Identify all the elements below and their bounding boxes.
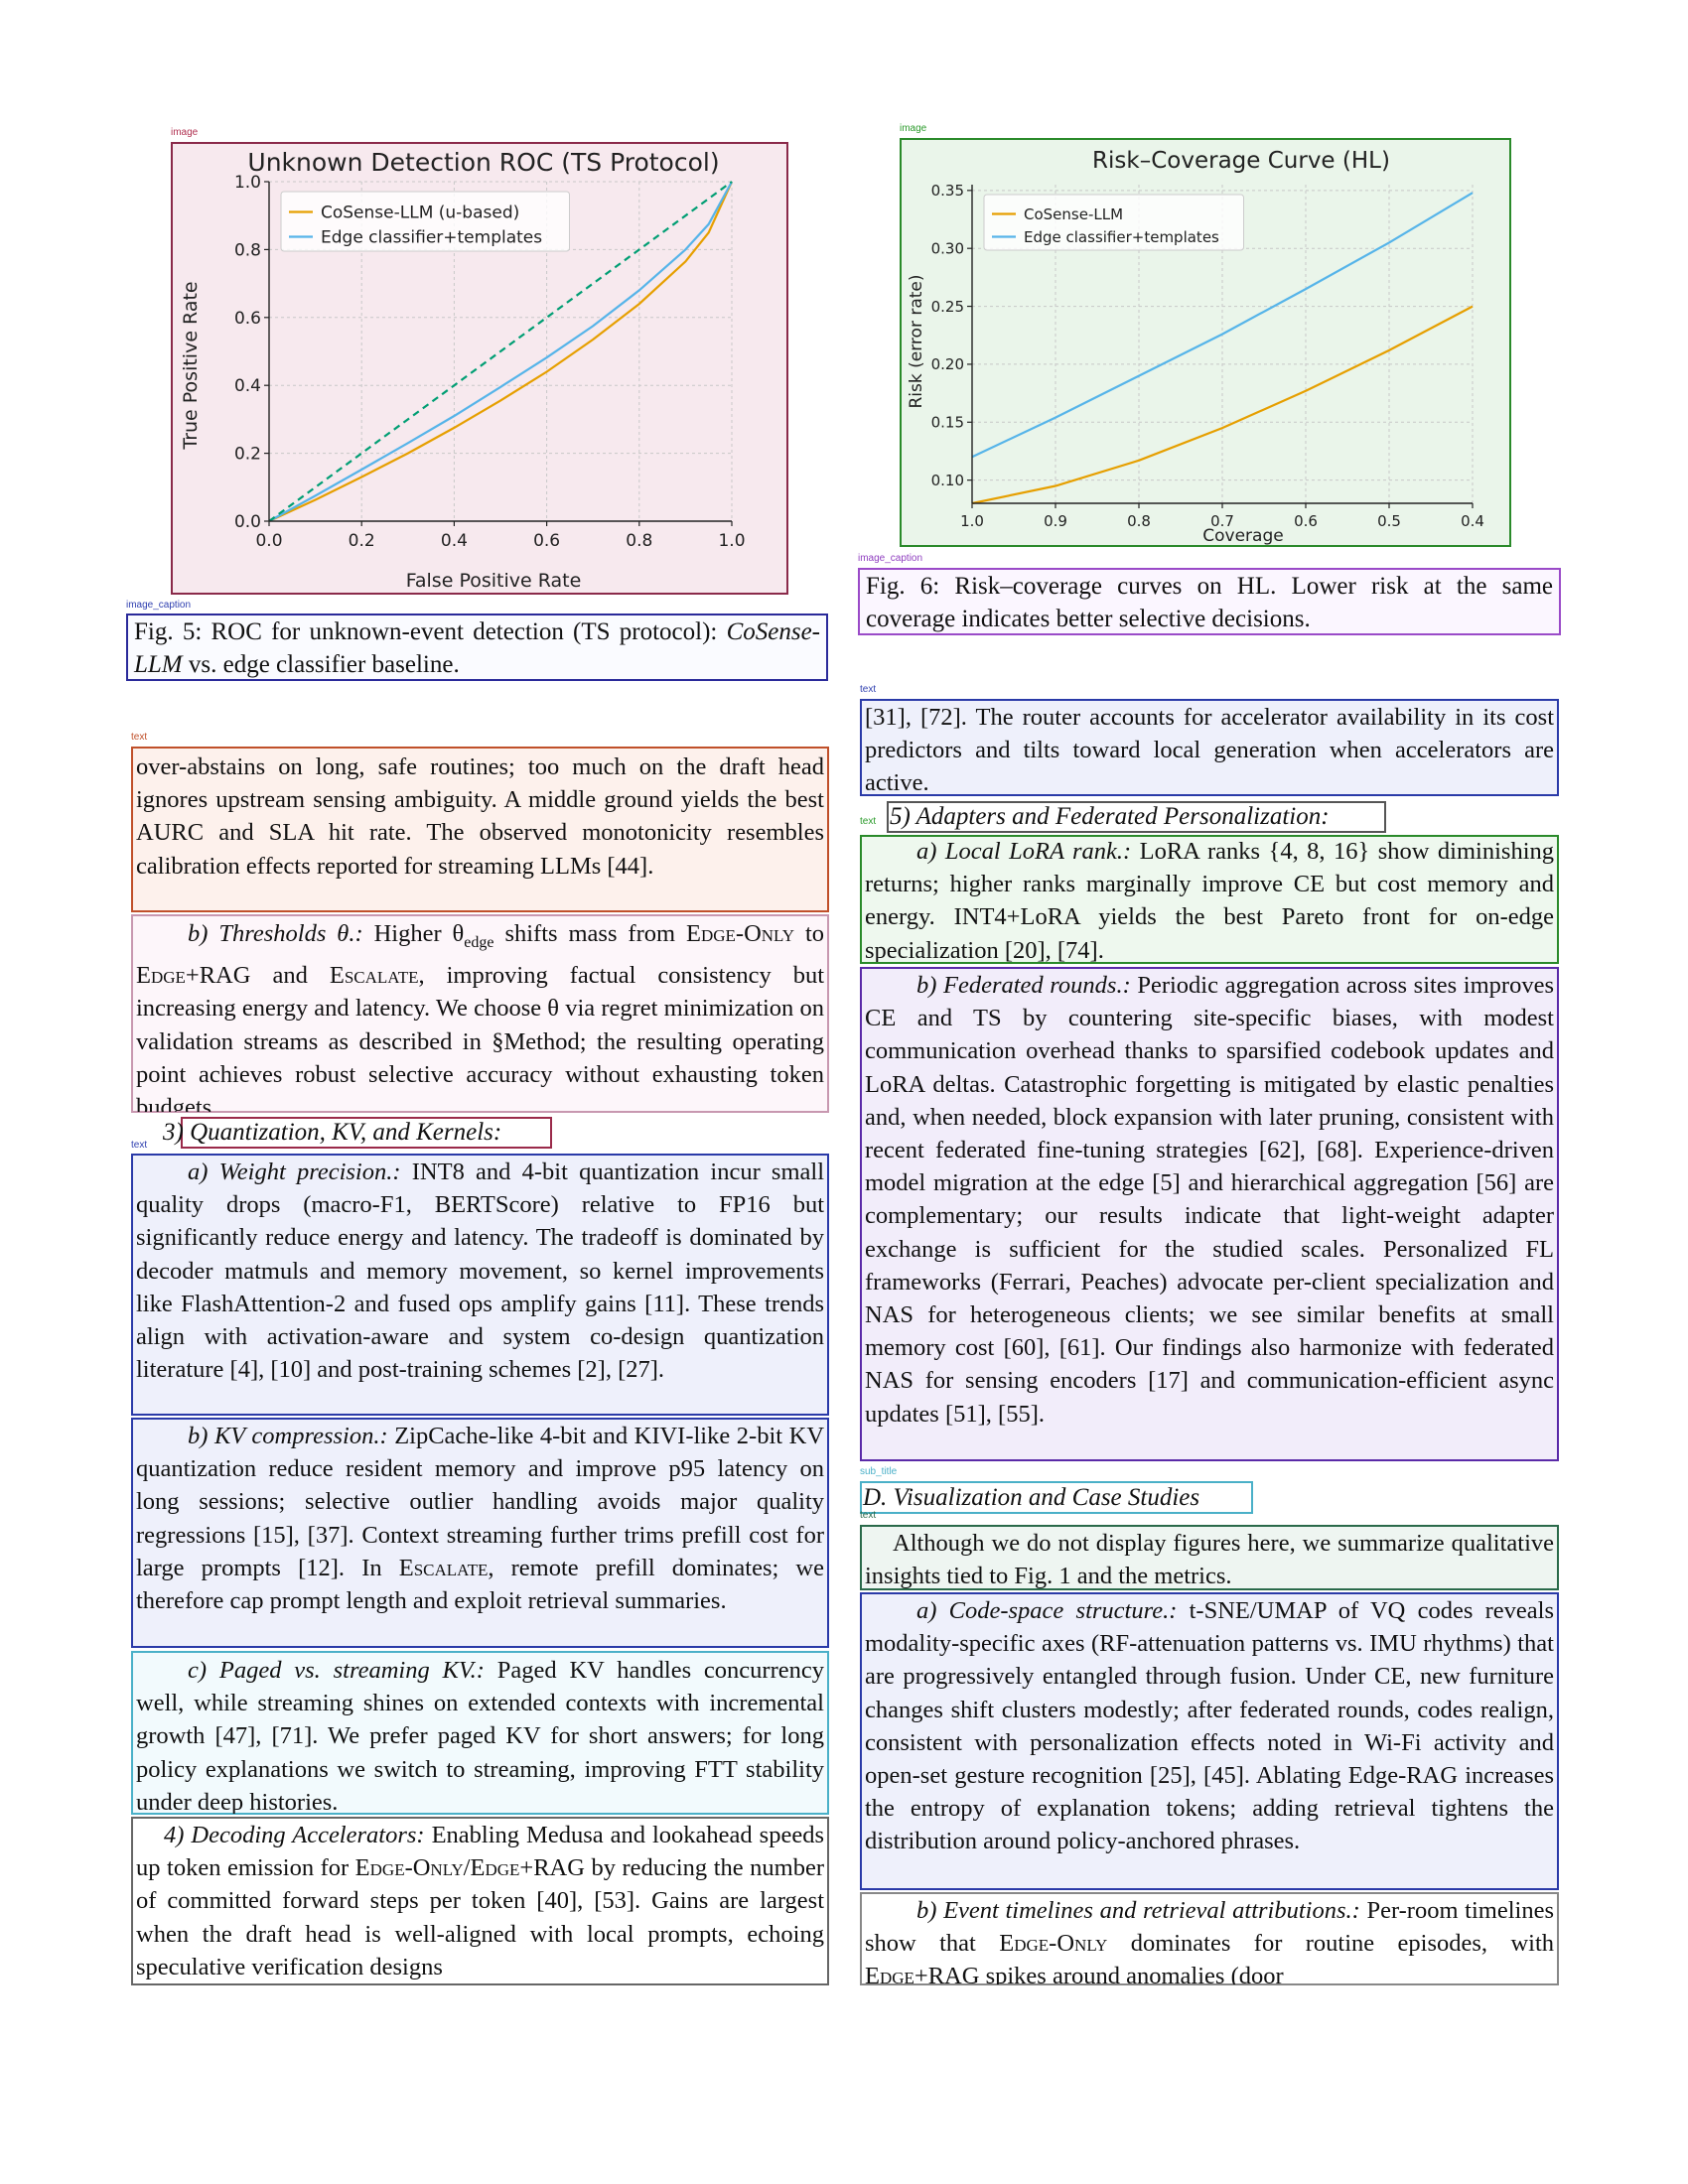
text-region: [860, 967, 1559, 1461]
paragraph-event-timelines: b) Event timelines and retrieval attribu…: [865, 1897, 1555, 1984]
y-tick-label: 0.0: [234, 512, 261, 532]
x-tick-label: 0.9: [1044, 512, 1067, 530]
legend-box: [280, 191, 570, 252]
paragraph-paged-streaming: c) Paged vs. streaming KV.: Paged KV han…: [136, 1657, 824, 1814]
paragraph-monotonicity: over-abstains on long, safe routines; to…: [136, 753, 824, 880]
y-tick-label: 0.30: [931, 239, 964, 257]
paragraph-qualitative-summary: Although we do not display figures here,…: [865, 1530, 1554, 1590]
text-region: [860, 1892, 1559, 1985]
text-region: [131, 1154, 829, 1416]
x-tick-label: 0.4: [1461, 512, 1484, 530]
y-tick-label: 0.35: [931, 182, 964, 200]
figure-6-caption-text: Fig. 6: Risk–coverage curves on HL. Lowe…: [866, 573, 1553, 632]
series-line: [971, 305, 1474, 505]
roc-title: Unknown Detection ROC (TS Protocol): [247, 148, 719, 177]
series-line: [971, 192, 1474, 459]
legend-label: Edge classifier+templates: [321, 227, 542, 247]
x-tick-label: 0.2: [349, 531, 375, 551]
region-tag-image: image: [900, 123, 927, 134]
x-tick-label: 0.0: [255, 531, 282, 551]
subtitle-visualization: D. Visualization and Case Studies: [863, 1484, 1200, 1511]
region-tag-text: text: [860, 684, 877, 695]
roc-chart: Unknown Detection ROC (TS Protocol) 0.0 0…: [180, 148, 746, 592]
text-region: [131, 1418, 829, 1648]
subtitle-region: [860, 1481, 1253, 1514]
heading-region: [887, 801, 1386, 833]
figure-6-caption: [858, 568, 1561, 635]
x-tick-label: 0.7: [1210, 512, 1234, 530]
y-tick-label: 0.10: [931, 472, 964, 489]
x-tick-label: 0.6: [533, 531, 560, 551]
y-tick-label: 0.8: [234, 240, 261, 260]
paragraph-thresholds: b) Thresholds θ.: Higher θedge shifts ma…: [136, 920, 825, 1112]
region-tag-text: text: [131, 732, 148, 743]
paragraph-federated-rounds: b) Federated rounds.: Periodic aggregati…: [865, 972, 1554, 1428]
paragraph-code-space-structure: a) Code-space structure.: t-SNE/UMAP of …: [865, 1597, 1554, 1855]
paragraph-local-lora-rank: a) Local LoRA rank.: LoRA ranks {4, 8, 1…: [865, 838, 1554, 962]
heading-quantization-kv-kernels: 3) Quantization, KV, and Kernels:: [163, 1119, 502, 1146]
legend-label: CoSense-LLM: [1024, 205, 1123, 223]
risk-coverage-ylabel: Risk (error rate): [907, 275, 926, 409]
region-tag-text: text: [860, 1510, 877, 1521]
text-region: [860, 1592, 1559, 1890]
text-region: [860, 1525, 1559, 1590]
region-tag-text: text: [860, 816, 877, 827]
heading-adapters-federated: 5) Adapters and Federated Personalizatio…: [890, 803, 1330, 830]
text-region: [131, 747, 829, 912]
y-tick-label: 0.25: [931, 298, 964, 316]
chance-diagonal-line: [268, 181, 733, 522]
x-tick-label: 1.0: [718, 531, 745, 551]
text-region: [131, 914, 829, 1113]
region-tag-sub-title: sub_title: [860, 1466, 898, 1477]
legend-label: CoSense-LLM (u-based): [321, 203, 519, 222]
figure-5-caption: [126, 614, 828, 681]
x-tick-label: 1.0: [960, 512, 984, 530]
x-tick-label: 0.6: [1294, 512, 1318, 530]
paragraph-weight-precision: a) Weight precision.: INT8 and 4-bit qua…: [136, 1159, 825, 1384]
y-tick-label: 1.0: [234, 173, 261, 193]
risk-coverage-xlabel: Coverage: [1202, 526, 1283, 545]
series-line: [268, 181, 733, 522]
paragraph-router-accelerators: [31], [72]. The router accounts for acce…: [865, 704, 1554, 795]
series-line: [268, 181, 734, 522]
y-tick-label: 0.6: [234, 309, 261, 329]
risk-coverage-title: Risk–Coverage Curve (HL): [1092, 148, 1390, 174]
x-tick-label: 0.4: [441, 531, 468, 551]
figure-5-caption-text: Fig. 5: ROC for unknown-event detection …: [134, 618, 820, 678]
region-tag-image-caption: image_caption: [126, 600, 192, 611]
text-region: [860, 699, 1559, 796]
y-tick-label: 0.15: [931, 414, 964, 432]
legend-box: [983, 194, 1244, 251]
region-tag-image-caption: image_caption: [858, 553, 923, 564]
figure-5-region: Unknown Detection ROC (TS Protocol) 0.0 0…: [171, 142, 788, 595]
x-tick-label: 0.5: [1377, 512, 1401, 530]
region-tag-text: text: [131, 1140, 148, 1151]
roc-ylabel: True Positive Rate: [180, 281, 202, 450]
y-tick-label: 0.2: [234, 445, 261, 465]
text-region: [131, 1817, 829, 1985]
text-region: [860, 835, 1559, 964]
x-tick-label: 0.8: [626, 531, 652, 551]
roc-xlabel: False Positive Rate: [406, 570, 582, 592]
paragraph-kv-compression: b) KV compression.: ZipCache-like 4-bit …: [136, 1423, 825, 1615]
legend-label: Edge classifier+templates: [1024, 228, 1219, 246]
paragraph-decoding-accelerators: 4) Decoding Accelerators: Enabling Medus…: [136, 1822, 824, 1980]
text-region: [131, 1651, 829, 1815]
region-tag-image: image: [171, 127, 199, 138]
y-tick-label: 0.4: [234, 376, 261, 396]
heading-region: [181, 1117, 552, 1149]
y-tick-label: 0.20: [931, 355, 964, 373]
x-tick-label: 0.8: [1127, 512, 1151, 530]
figure-6-region: Risk–Coverage Curve (HL) 1.0 0.9 0.8 0.7 0.6…: [900, 138, 1511, 547]
risk-coverage-chart: Risk–Coverage Curve (HL) 1.0 0.9 0.8 0.7 0.6…: [907, 148, 1484, 545]
